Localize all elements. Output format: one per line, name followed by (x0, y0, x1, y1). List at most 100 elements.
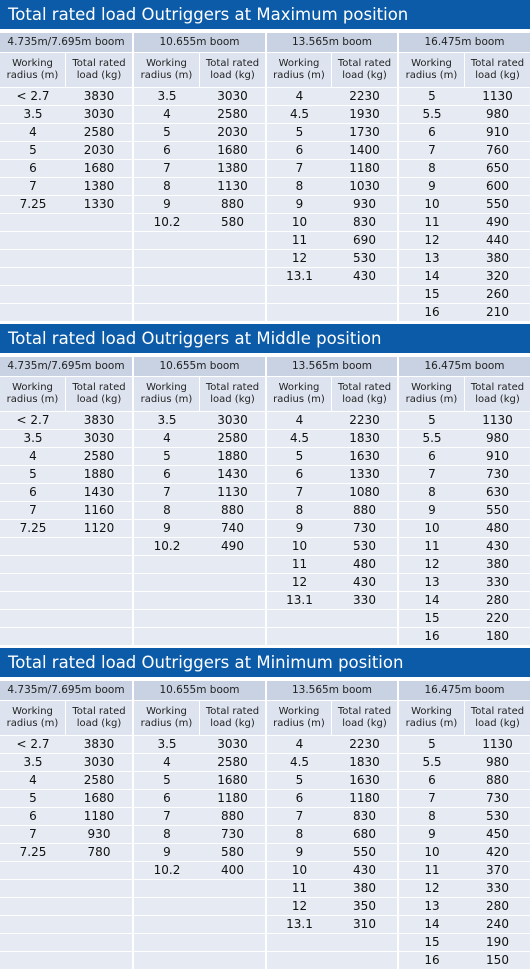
radius-cell: 4 (29, 125, 37, 139)
row-background (399, 448, 530, 465)
row-background (134, 592, 265, 609)
row-background (267, 628, 397, 645)
load-cell: 880 (486, 773, 509, 787)
row-background (399, 574, 530, 591)
radius-cell: 5 (29, 791, 37, 805)
row-background (267, 826, 397, 843)
row-background (0, 880, 132, 897)
radius-cell: 7 (163, 161, 171, 175)
load-cell: 880 (221, 197, 244, 211)
load-cell: 280 (486, 899, 509, 913)
radius-cell: 6 (163, 791, 171, 805)
row-background (399, 286, 530, 303)
row-background (134, 574, 265, 591)
radius-cell: 7 (428, 143, 436, 157)
row-background (0, 844, 132, 861)
load-cell: 1630 (349, 449, 380, 463)
radius-cell: 4.5 (289, 431, 310, 445)
radius-cell: 4.5 (289, 107, 310, 121)
load-cell: 330 (486, 881, 509, 895)
load-cell: 1380 (217, 161, 248, 175)
radius-cell: 14 (424, 269, 440, 283)
row-background (399, 826, 530, 843)
row-background (134, 790, 265, 807)
load-cell: 3830 (83, 413, 115, 427)
column-header: Total rated load (kg) (332, 377, 397, 411)
load-cell: 1130 (482, 89, 513, 103)
radius-cell: 5 (29, 143, 37, 157)
row-background (0, 88, 132, 105)
row-background (134, 286, 265, 303)
load-cell: 730 (353, 521, 376, 535)
row-background (134, 430, 265, 447)
load-cell: 1180 (349, 791, 380, 805)
load-cell: 450 (486, 827, 509, 841)
radius-cell: 10 (291, 863, 308, 877)
load-cell: 580 (221, 845, 244, 859)
radius-cell: 7 (295, 809, 304, 823)
row-background (0, 106, 132, 123)
row-background (134, 916, 265, 933)
row-background (0, 556, 132, 573)
row-background (134, 250, 265, 267)
row-background (0, 214, 132, 231)
row-background (399, 628, 530, 645)
radius-cell: 9 (163, 845, 171, 859)
load-cell: 240 (486, 917, 509, 931)
load-cell: 1430 (83, 485, 115, 499)
load-cell: 1630 (349, 773, 380, 787)
radius-cell: 15 (424, 935, 440, 949)
radius-cell: 12 (424, 881, 440, 895)
load-cell: 780 (87, 845, 111, 859)
load-cell: 2030 (83, 143, 115, 157)
row-background (0, 250, 132, 267)
radius-cell: 10 (291, 215, 308, 229)
row-background (134, 106, 265, 123)
row-background (134, 448, 265, 465)
load-cell: 3830 (83, 89, 115, 103)
load-cell: 1680 (217, 143, 248, 157)
row-background (134, 556, 265, 573)
radius-cell: 16 (424, 629, 440, 643)
load-cell: 530 (486, 809, 509, 823)
row-background (267, 484, 397, 501)
row-background (267, 250, 397, 267)
row-background (399, 880, 530, 897)
row-background (267, 232, 397, 249)
radius-cell: 5 (163, 449, 171, 463)
row-background (0, 466, 132, 483)
load-cell: 550 (353, 845, 376, 859)
column-header: Working radius (m) (267, 53, 331, 87)
load-cell: 600 (486, 179, 509, 193)
radius-cell: 15 (424, 287, 440, 301)
boom-header: 13.565m boom (267, 357, 397, 376)
load-cell: 1180 (83, 809, 115, 823)
row-background (0, 232, 132, 249)
radius-cell: 6 (295, 467, 304, 481)
radius-cell: 16 (424, 305, 440, 319)
row-background (399, 916, 530, 933)
load-cell: 380 (353, 881, 376, 895)
column-header: Total rated load (kg) (465, 377, 530, 411)
radius-cell: 12 (291, 575, 308, 589)
row-background (134, 304, 265, 321)
load-cell: 550 (486, 503, 509, 517)
row-background (134, 808, 265, 825)
row-background (267, 160, 397, 177)
load-cell: 430 (353, 863, 376, 877)
load-cell: 3030 (83, 755, 115, 769)
row-background (134, 124, 265, 141)
row-background (0, 772, 132, 789)
row-background (399, 844, 530, 861)
boom-header: 13.565m boom (267, 33, 397, 52)
radius-cell: 4.5 (289, 755, 310, 769)
row-background (0, 178, 132, 195)
radius-cell: 8 (428, 485, 436, 499)
load-cell: 2230 (349, 413, 380, 427)
load-cell: 320 (486, 269, 509, 283)
load-cell: 930 (87, 827, 111, 841)
load-cell: 480 (353, 557, 376, 571)
column-header: Working radius (m) (0, 53, 65, 87)
load-cell: 430 (353, 575, 376, 589)
radius-cell: 3.5 (157, 737, 177, 751)
